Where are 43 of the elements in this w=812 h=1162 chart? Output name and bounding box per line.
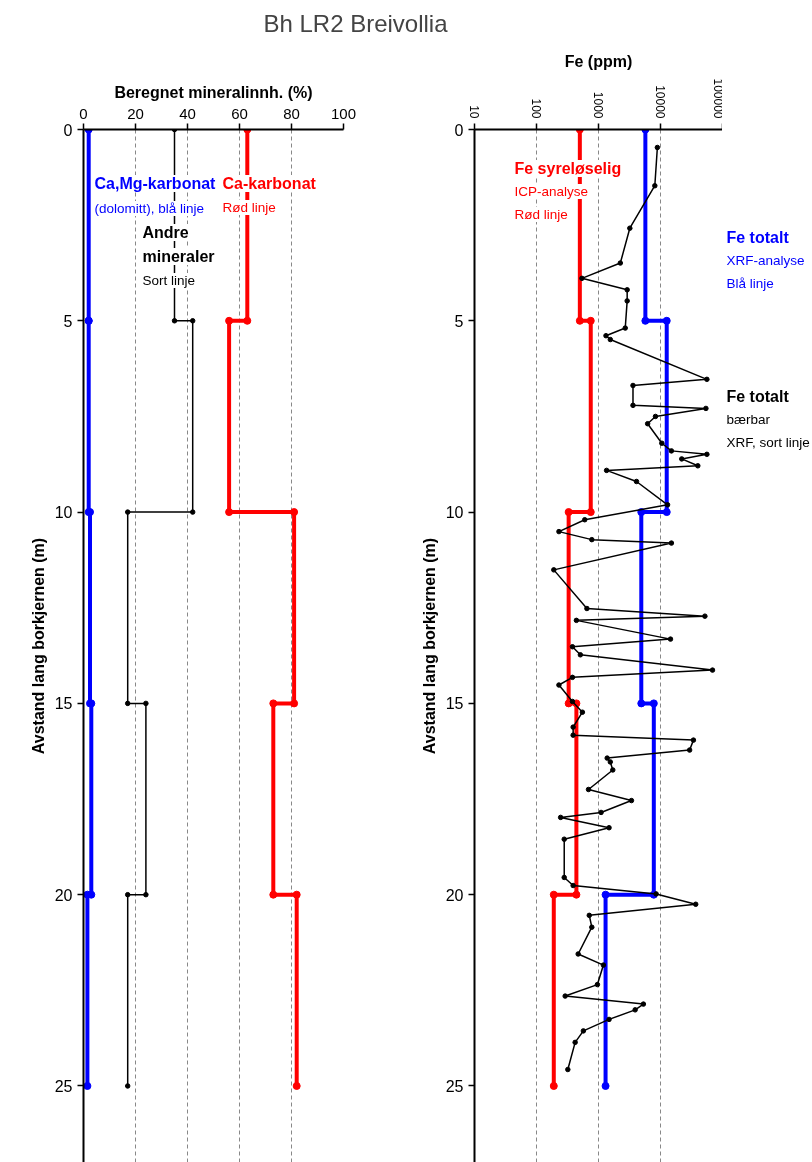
text: XRF-analyse [726,253,805,268]
annotation: (dolomitt), blå linje [94,201,205,216]
y-tick-label: 0 [63,121,73,139]
y-tick-label: 5 [63,312,73,330]
text: Blå linje [726,276,774,291]
y-tick-label: 15 [54,695,73,713]
text: XRF, sort linje [726,435,810,450]
y-axis-title: Avstand lang borkjernen (m) [29,537,47,755]
x-axis-title: Beregnet mineralinnh. (%) [114,83,313,101]
x-tick-label: 100 [330,104,357,122]
series-label: Ca-karbonat [222,175,317,192]
x-tick-label: 80 [283,104,300,122]
y-tick-label: 0 [454,121,464,139]
x-tick-label: 1000 [591,91,605,119]
y-tick-label: 5 [454,312,464,330]
y-tick-label: 10 [445,504,464,522]
series-label: Ca,Mg-karbonat [94,175,217,192]
series-label: Fe syreløselig [514,160,622,177]
x-tick-label: 10 [467,105,481,119]
y-tick-label: 15 [445,695,464,713]
series-label: Andre mineraler [142,224,215,265]
y-tick-label: 10 [54,504,73,522]
annotation: Rød linje [222,200,276,215]
x-tick-label: 100 [529,98,543,119]
annotation: Rød linje [514,207,568,222]
chart-title: Bh LR2 Breivollia [263,9,449,37]
text: bærbar [726,412,771,427]
y-axis-title: Avstand lang borkjernen (m) [420,537,438,755]
x-axis-title: Fe (ppm) [564,53,633,71]
x-tick-label: 0 [79,104,88,122]
annotation: ICP-analyse [514,184,589,199]
text: Fe totalt [726,229,790,246]
y-tick-label: 25 [54,1077,73,1095]
x-tick-label: 60 [231,104,248,122]
series-label: Fe totalt [726,388,790,405]
x-tick-label: 20 [127,104,144,122]
x-tick-label: 40 [179,104,196,122]
y-tick-label: 20 [445,886,464,904]
x-tick-label: 10000 [653,85,667,119]
y-tick-label: 20 [54,886,73,904]
annotation: Sort linje [142,273,196,288]
x-tick-label: 100000 [710,78,725,119]
y-tick-label: 25 [445,1077,464,1095]
